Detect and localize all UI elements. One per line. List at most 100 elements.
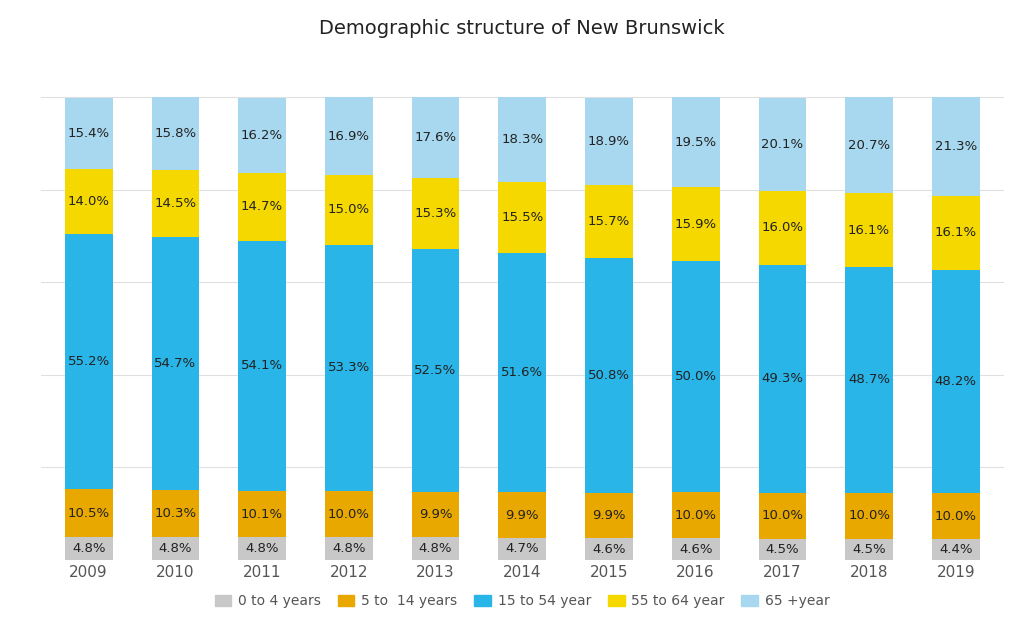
Text: 15.3%: 15.3% (415, 207, 457, 220)
Text: 51.6%: 51.6% (501, 366, 544, 379)
Bar (412, 249, 460, 492)
Bar (65, 169, 113, 233)
Bar (325, 537, 373, 560)
Text: 4.5%: 4.5% (766, 543, 799, 556)
Bar (759, 265, 806, 493)
Text: 50.8%: 50.8% (588, 369, 630, 382)
Bar (239, 240, 286, 491)
Bar (499, 182, 546, 254)
Bar (239, 97, 286, 172)
Text: 18.3%: 18.3% (501, 133, 544, 146)
Text: 53.3%: 53.3% (328, 361, 370, 375)
Text: 9.9%: 9.9% (506, 509, 539, 522)
Bar (152, 490, 200, 537)
Text: 14.7%: 14.7% (241, 200, 284, 213)
Text: 9.9%: 9.9% (419, 508, 453, 521)
Text: 14.5%: 14.5% (155, 197, 197, 210)
Text: 10.0%: 10.0% (762, 509, 804, 522)
Bar (672, 97, 720, 188)
Text: 4.8%: 4.8% (72, 542, 105, 555)
Bar (672, 188, 720, 261)
Bar (845, 493, 893, 539)
Bar (499, 254, 546, 492)
Bar (759, 539, 806, 560)
Text: 15.7%: 15.7% (588, 215, 630, 228)
Text: 19.5%: 19.5% (675, 135, 717, 149)
Text: 20.1%: 20.1% (761, 137, 804, 151)
Text: 4.4%: 4.4% (939, 543, 973, 556)
Text: 54.7%: 54.7% (155, 357, 197, 370)
Text: 10.3%: 10.3% (155, 507, 197, 520)
Text: 4.5%: 4.5% (852, 543, 886, 556)
Bar (65, 537, 113, 560)
Bar (65, 97, 113, 169)
Bar (499, 538, 546, 560)
Bar (325, 491, 373, 537)
Text: 4.8%: 4.8% (332, 542, 366, 555)
Text: 4.8%: 4.8% (246, 542, 279, 555)
Bar (152, 170, 200, 237)
Text: 4.7%: 4.7% (506, 543, 539, 555)
Bar (152, 237, 200, 490)
Text: 52.5%: 52.5% (415, 364, 457, 377)
Text: 18.9%: 18.9% (588, 135, 630, 148)
Text: 16.9%: 16.9% (328, 130, 370, 142)
Text: 54.1%: 54.1% (241, 359, 284, 372)
Bar (152, 97, 200, 170)
Bar (759, 191, 806, 265)
Bar (932, 539, 980, 560)
Bar (499, 97, 546, 182)
Text: 16.0%: 16.0% (762, 221, 804, 234)
Text: 9.9%: 9.9% (592, 509, 626, 522)
Text: 4.6%: 4.6% (592, 543, 626, 555)
Bar (585, 493, 633, 539)
Bar (239, 537, 286, 560)
Text: 15.9%: 15.9% (675, 218, 717, 231)
Bar (585, 258, 633, 493)
Bar (845, 267, 893, 493)
Text: 10.1%: 10.1% (241, 508, 284, 521)
Text: 15.8%: 15.8% (155, 127, 197, 140)
Text: 10.5%: 10.5% (68, 507, 110, 520)
Text: 55.2%: 55.2% (68, 355, 110, 368)
Bar (759, 97, 806, 191)
Bar (932, 196, 980, 270)
Title: Demographic structure of New Brunswick: Demographic structure of New Brunswick (319, 19, 725, 38)
Bar (65, 489, 113, 537)
Text: 16.1%: 16.1% (935, 226, 977, 239)
Bar (412, 492, 460, 537)
Bar (845, 539, 893, 560)
Text: 16.1%: 16.1% (848, 224, 890, 237)
Bar (672, 539, 720, 560)
Bar (932, 97, 980, 196)
Text: 50.0%: 50.0% (675, 370, 717, 383)
Bar (499, 492, 546, 538)
Text: 17.6%: 17.6% (415, 131, 457, 144)
Bar (845, 97, 893, 193)
Text: 4.6%: 4.6% (679, 543, 713, 555)
Text: 15.5%: 15.5% (501, 211, 544, 224)
Bar (932, 270, 980, 493)
Legend: 0 to 4 years, 5 to  14 years, 15 to 54 year, 55 to 64 year, 65 +year: 0 to 4 years, 5 to 14 years, 15 to 54 ye… (209, 589, 836, 614)
Text: 20.7%: 20.7% (848, 139, 890, 151)
Bar (325, 245, 373, 491)
Bar (845, 193, 893, 267)
Bar (325, 97, 373, 176)
Text: 48.7%: 48.7% (848, 373, 890, 387)
Bar (65, 233, 113, 489)
Bar (239, 491, 286, 537)
Bar (585, 97, 633, 185)
Text: 4.8%: 4.8% (419, 542, 453, 555)
Text: 10.0%: 10.0% (328, 508, 370, 521)
Text: 10.0%: 10.0% (848, 509, 890, 522)
Text: 4.8%: 4.8% (159, 542, 193, 555)
Text: 49.3%: 49.3% (762, 372, 804, 385)
Bar (412, 537, 460, 560)
Text: 48.2%: 48.2% (935, 375, 977, 388)
Bar (932, 493, 980, 539)
Text: 15.4%: 15.4% (68, 127, 110, 140)
Text: 21.3%: 21.3% (935, 140, 977, 153)
Bar (412, 97, 460, 178)
Text: 10.0%: 10.0% (675, 509, 717, 522)
Bar (325, 176, 373, 245)
